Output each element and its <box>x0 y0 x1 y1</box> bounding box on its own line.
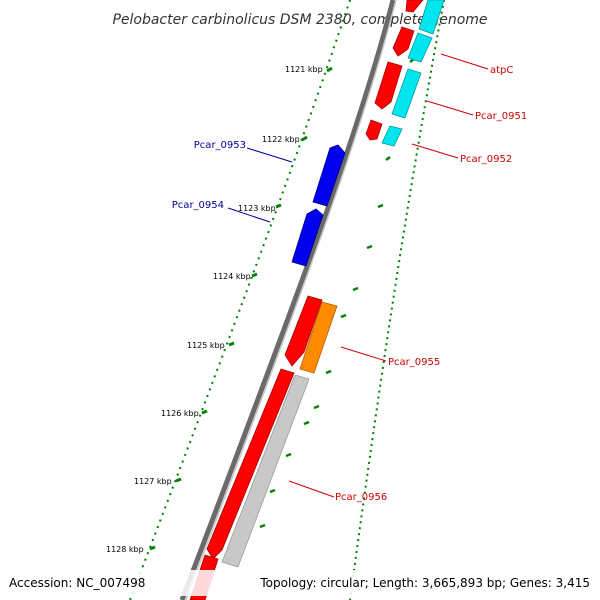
gene-label-pcar0952: Pcar_0952 <box>460 154 512 165</box>
gene-pcar0955-partner <box>284 295 323 367</box>
inner-tick-marks <box>149 66 333 551</box>
genome-summary-text: Topology: circular; Length: 3,665,893 bp… <box>259 576 590 590</box>
reverse-label-lines <box>227 147 293 223</box>
gene-label-pcar0951: Pcar_0951 <box>475 111 527 122</box>
map-title: Pelobacter carbinolicus DSM 2380, comple… <box>112 12 487 28</box>
tick-label: 1128 kbp <box>106 545 144 554</box>
accession-text: Accession: NC_007498 <box>9 576 145 590</box>
forward-label-lines <box>288 53 489 498</box>
tick-label: 1125 kbp <box>187 341 225 350</box>
tick-label: 1127 kbp <box>134 477 172 486</box>
gene-label-pcar0956: Pcar_0956 <box>335 492 387 503</box>
outer-tick-marks <box>259 58 415 529</box>
gray-feature <box>221 374 310 568</box>
genome-backbone <box>179 0 396 600</box>
gene-label-atpc: atpC <box>490 65 513 76</box>
tick-label: 1121 kbp <box>285 65 323 74</box>
gene-label-pcar0955: Pcar_0955 <box>388 357 440 368</box>
tick-label: 1124 kbp <box>213 272 251 281</box>
outer-dotted-track <box>349 0 445 600</box>
tick-label: 1122 kbp <box>262 135 300 144</box>
reverse-genes <box>291 144 346 267</box>
gene-label-pcar0953: Pcar_0953 <box>194 140 246 151</box>
forward-genes-top <box>365 0 424 141</box>
tick-label: 1126 kbp <box>161 409 199 418</box>
orange-feature <box>299 301 338 374</box>
cyan-features <box>381 0 445 147</box>
tick-label: 1123 kbp <box>238 204 276 213</box>
footer-background <box>0 570 600 596</box>
genome-backbone-highlight <box>185 0 397 600</box>
gene-label-pcar0954: Pcar_0954 <box>172 200 224 211</box>
gene-pcar0956 <box>206 368 295 560</box>
